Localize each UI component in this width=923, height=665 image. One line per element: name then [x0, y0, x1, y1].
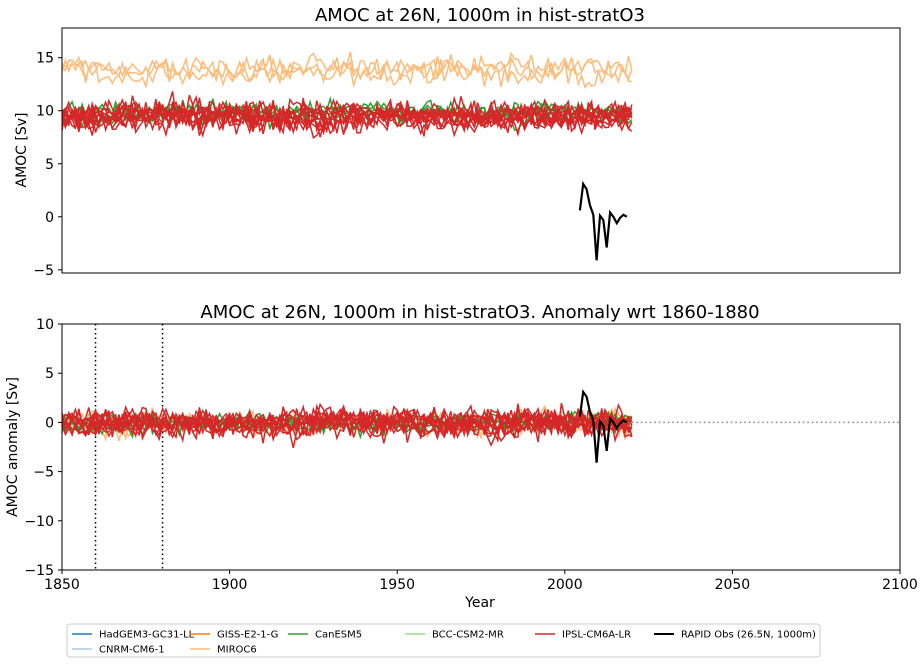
- series-line-ipsl-cm6a-lr: [62, 405, 633, 443]
- legend-frame: [66, 623, 821, 658]
- y-tick-label: 5: [45, 157, 54, 173]
- legend-label: CanESM5: [315, 630, 362, 641]
- top-chart-panel: AMOC at 26N, 1000m in hist-stratO3 AMOC …: [14, 5, 901, 279]
- rapid-observation-line: [578, 388, 628, 463]
- y-tick-label: 5: [45, 366, 54, 382]
- bottom-plot-frame: [61, 323, 901, 571]
- top-y-axis-label: AMOC [Sv]: [14, 113, 30, 188]
- y-tick-label: −10: [24, 514, 54, 530]
- x-tick-label: 2050: [715, 577, 751, 593]
- legend-label: CNRM-CM6-1: [99, 645, 165, 656]
- bottom-x-ticks: 1850 1900 1950 2000 2050 2100: [44, 570, 918, 593]
- x-tick-label: 2000: [547, 577, 583, 593]
- legend: HadGEM3-GC31-LL CNRM-CM6-1 GISS-E2-1-G MIRO…: [66, 623, 821, 658]
- series-line-ipsl-cm6a-lr: [62, 406, 633, 444]
- legend-label: HadGEM3-GC31-LL: [99, 630, 195, 641]
- top-y-ticks: −5 0 5 10 15: [33, 51, 62, 279]
- legend-label: BCC-CSM2-MR: [432, 630, 504, 641]
- bottom-chart-panel: AMOC at 26N, 1000m in hist-stratO3. Anom…: [5, 302, 918, 611]
- legend-label: RAPID Obs (26.5N, 1000m): [681, 630, 816, 641]
- bottom-chart-title: AMOC at 26N, 1000m in hist-stratO3. Anom…: [200, 302, 759, 323]
- y-tick-label: −5: [33, 263, 54, 279]
- x-tick-label: 2100: [882, 577, 918, 593]
- legend-label: GISS-E2-1-G: [217, 630, 278, 641]
- series-line-ipsl-cm6a-lr: [62, 94, 633, 136]
- y-tick-label: 0: [45, 415, 54, 431]
- series-line-ipsl-cm6a-lr: [62, 403, 633, 441]
- top-chart-title: AMOC at 26N, 1000m in hist-stratO3: [315, 5, 645, 26]
- x-tick-label: 1850: [44, 577, 80, 593]
- x-tick-label: 1950: [379, 577, 415, 593]
- bottom-y-ticks: −15 −10 −5 0 5 10: [24, 317, 62, 579]
- top-plot-frame: [61, 27, 901, 274]
- y-tick-label: −5: [33, 465, 54, 481]
- legend-label: MIROC6: [217, 645, 257, 656]
- y-tick-label: 10: [36, 317, 54, 333]
- x-tick-label: 1900: [212, 577, 248, 593]
- bottom-y-axis-label: AMOC anomaly [Sv]: [5, 377, 21, 517]
- legend-label: IPSL-CM6A-LR: [562, 630, 631, 641]
- rapid-observation-line: [578, 180, 628, 261]
- series-line-miroc6: [62, 55, 632, 89]
- series-line-ipsl-cm6a-lr: [62, 95, 633, 135]
- bottom-x-axis-label: Year: [464, 595, 495, 611]
- y-tick-label: 15: [36, 51, 54, 67]
- series-line-ipsl-cm6a-lr: [62, 95, 633, 137]
- y-tick-label: −15: [24, 563, 54, 579]
- series-line-miroc6: [62, 51, 633, 90]
- y-tick-label: 0: [45, 210, 54, 226]
- y-tick-label: 10: [36, 104, 54, 120]
